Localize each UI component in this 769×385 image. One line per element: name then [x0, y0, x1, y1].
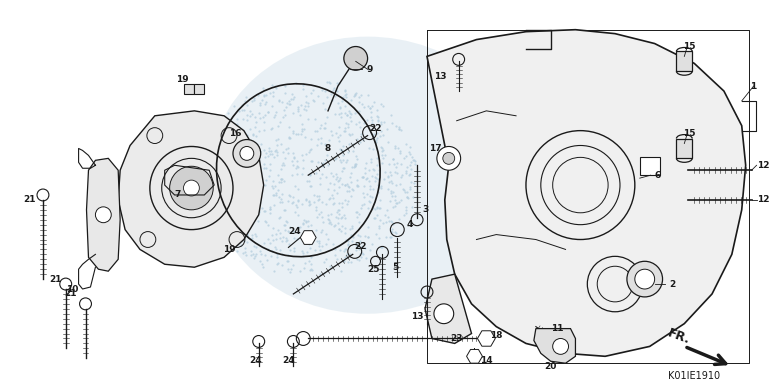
- Text: 19: 19: [176, 75, 189, 84]
- Text: 18: 18: [490, 331, 502, 340]
- Text: 13: 13: [434, 72, 446, 81]
- Text: 22: 22: [355, 242, 367, 251]
- Text: 12: 12: [757, 196, 769, 204]
- Text: 16: 16: [228, 129, 241, 138]
- Text: 6: 6: [654, 171, 661, 180]
- Text: 7: 7: [175, 191, 181, 199]
- Bar: [185, 84, 195, 94]
- Text: 21: 21: [23, 196, 35, 204]
- Bar: [677, 139, 692, 158]
- Circle shape: [344, 47, 368, 70]
- Circle shape: [434, 304, 454, 324]
- Polygon shape: [534, 328, 575, 363]
- Polygon shape: [427, 30, 746, 356]
- Text: 11: 11: [551, 324, 564, 333]
- Text: 4: 4: [407, 220, 414, 229]
- Text: 21: 21: [65, 290, 77, 298]
- Circle shape: [240, 146, 254, 160]
- Bar: [677, 52, 692, 71]
- Text: 3: 3: [422, 205, 428, 214]
- Polygon shape: [86, 158, 120, 271]
- Circle shape: [95, 207, 112, 223]
- Circle shape: [553, 338, 568, 354]
- Text: 22: 22: [369, 124, 381, 133]
- Text: 12: 12: [757, 161, 769, 170]
- Text: 1: 1: [751, 82, 757, 90]
- Text: 8: 8: [325, 144, 331, 153]
- Text: 15: 15: [683, 129, 695, 138]
- Bar: [640, 157, 660, 175]
- Ellipse shape: [209, 37, 526, 314]
- Text: 15: 15: [683, 42, 695, 51]
- Polygon shape: [467, 350, 482, 363]
- Text: K01IE1910: K01IE1910: [668, 371, 721, 381]
- Text: FR.: FR.: [666, 326, 692, 347]
- Circle shape: [443, 152, 454, 164]
- Circle shape: [627, 261, 663, 297]
- Text: 25: 25: [368, 265, 380, 274]
- Circle shape: [233, 139, 261, 167]
- Polygon shape: [118, 111, 264, 267]
- Text: 20: 20: [544, 362, 557, 371]
- Text: 24: 24: [288, 227, 301, 236]
- Text: 10: 10: [66, 285, 79, 293]
- Circle shape: [170, 166, 213, 210]
- Text: 5: 5: [392, 263, 398, 272]
- Text: 24: 24: [249, 356, 262, 365]
- Polygon shape: [425, 274, 471, 343]
- Polygon shape: [301, 231, 316, 244]
- Bar: [195, 84, 205, 94]
- Text: 23: 23: [451, 334, 463, 343]
- Text: 14: 14: [480, 356, 493, 365]
- Circle shape: [437, 146, 461, 170]
- Text: 9: 9: [366, 65, 373, 74]
- Text: 13: 13: [411, 312, 424, 321]
- Polygon shape: [478, 331, 495, 346]
- Text: 21: 21: [49, 275, 62, 284]
- Text: 17: 17: [428, 144, 441, 153]
- Text: 19: 19: [223, 245, 235, 254]
- Circle shape: [635, 269, 654, 289]
- Text: 24: 24: [282, 356, 295, 365]
- Text: 2: 2: [669, 280, 676, 288]
- Circle shape: [184, 180, 199, 196]
